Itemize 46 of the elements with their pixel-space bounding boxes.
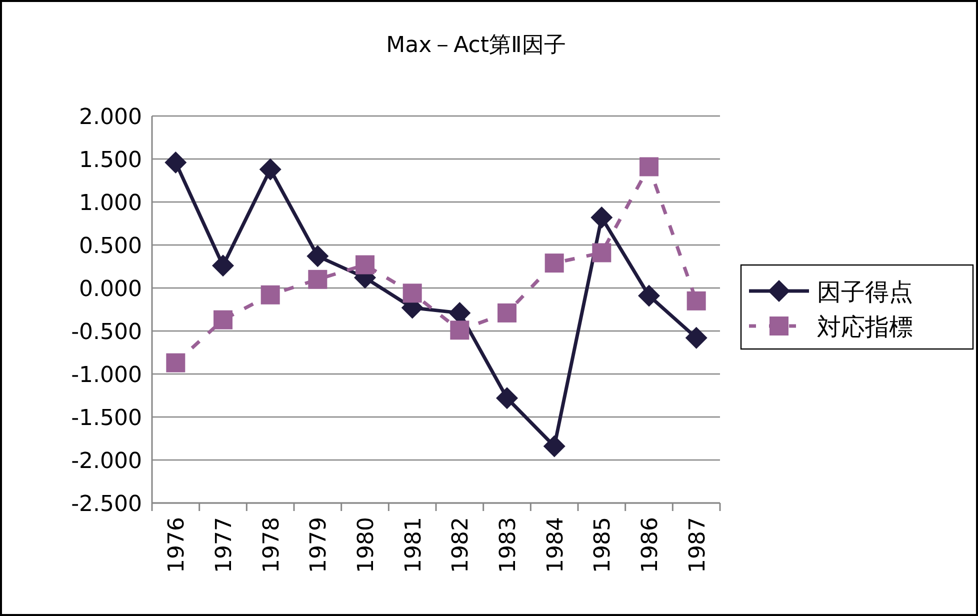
y-tick-label: 2.000 xyxy=(79,105,142,130)
y-tick-label: -0.500 xyxy=(71,320,142,345)
point xyxy=(592,243,612,262)
point xyxy=(685,326,708,349)
y-tick-label: -1.000 xyxy=(71,363,142,388)
point xyxy=(259,158,282,180)
point xyxy=(686,291,706,310)
point xyxy=(356,255,374,274)
point xyxy=(214,310,232,330)
x-tick-label: 1984 xyxy=(543,517,568,573)
x-tick-label: 1978 xyxy=(259,517,284,573)
x-tick-label: 1981 xyxy=(401,517,426,573)
point xyxy=(543,435,566,458)
point xyxy=(164,151,187,174)
x-tick-label: 1977 xyxy=(212,517,237,573)
y-tick-label: 0.500 xyxy=(79,234,142,259)
point xyxy=(498,303,516,322)
legend-label: 対応指標 xyxy=(817,313,913,341)
x-tick-label: 1980 xyxy=(354,517,379,573)
chart-title: Max－Act第Ⅱ因子 xyxy=(386,33,566,58)
point xyxy=(402,284,422,303)
x-tick-label: 1987 xyxy=(685,517,710,573)
point xyxy=(308,270,328,289)
point xyxy=(450,320,470,340)
x-tick-label: 1976 xyxy=(164,517,190,573)
x-tick-label: 1983 xyxy=(496,517,521,573)
x-tick-label: 1979 xyxy=(306,517,332,573)
legend-label: 因子得点 xyxy=(817,278,913,306)
y-tick-label: 0.000 xyxy=(79,277,142,302)
point xyxy=(638,284,660,307)
y-tick-label: 1.000 xyxy=(79,191,142,216)
point xyxy=(640,157,658,176)
point xyxy=(306,245,329,268)
point xyxy=(544,254,564,273)
point xyxy=(496,387,518,410)
point xyxy=(212,254,234,277)
y-tick-label: -2.000 xyxy=(71,449,142,474)
point xyxy=(166,353,186,372)
y-tick-label: -1.500 xyxy=(71,406,142,431)
point xyxy=(590,206,613,228)
x-tick-label: 1986 xyxy=(638,517,663,573)
x-tick-label: 1982 xyxy=(448,517,474,573)
y-tick-label: 1.500 xyxy=(79,148,142,173)
point xyxy=(260,285,280,304)
x-tick-label: 1985 xyxy=(590,517,616,573)
y-tick-label: -2.500 xyxy=(71,492,142,517)
